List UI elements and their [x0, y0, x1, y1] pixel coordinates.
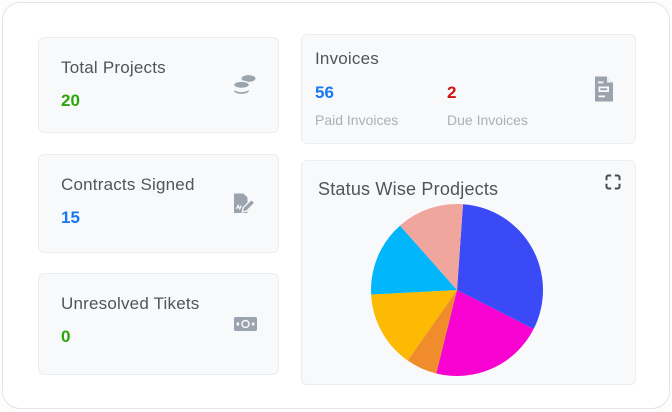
pie-segment-cyan — [371, 225, 457, 295]
coins-icon — [231, 73, 258, 98]
contracts-signed-value: 15 — [61, 208, 80, 227]
unresolved-tickets-value: 0 — [61, 327, 71, 346]
due-invoices-stat: 2 Due Invoices — [447, 83, 528, 128]
status-projects-card: Status Wise Prodjects — [301, 160, 636, 385]
contracts-signed-title: Contracts Signed — [61, 175, 195, 194]
status-pie-chart — [371, 203, 544, 376]
pie-segment-amber — [371, 290, 457, 361]
contracts-signed-card: Contracts Signed 15 — [38, 154, 279, 253]
file-invoice-icon — [592, 76, 615, 103]
due-invoices-label: Due Invoices — [447, 112, 528, 128]
status-projects-title: Status Wise Prodjects — [318, 179, 499, 199]
paid-invoices-value: 56 — [315, 83, 334, 102]
file-signature-icon — [230, 191, 258, 216]
unresolved-tickets-title: Unresolved Tikets — [61, 294, 200, 313]
money-bill-icon — [233, 315, 258, 334]
expand-icon[interactable] — [604, 173, 622, 191]
unresolved-tickets-card: Unresolved Tikets 0 — [38, 273, 279, 375]
total-projects-value: 20 — [61, 91, 80, 110]
pie-segment-salmon — [400, 203, 464, 290]
pie-segment-blue — [457, 204, 544, 330]
invoices-card: Invoices 56 Paid Invoices 2 Due Invoices — [301, 34, 636, 144]
pie-segment-orange — [407, 290, 457, 374]
pie-segment-magenta — [436, 290, 534, 376]
total-projects-card: Total Projects 20 — [38, 37, 279, 133]
pie-chart-container — [371, 203, 544, 376]
paid-invoices-stat: 56 Paid Invoices — [315, 83, 398, 128]
invoices-title: Invoices — [315, 49, 379, 68]
paid-invoices-label: Paid Invoices — [315, 112, 399, 128]
total-projects-title: Total Projects — [61, 58, 166, 77]
due-invoices-value: 2 — [447, 83, 457, 102]
